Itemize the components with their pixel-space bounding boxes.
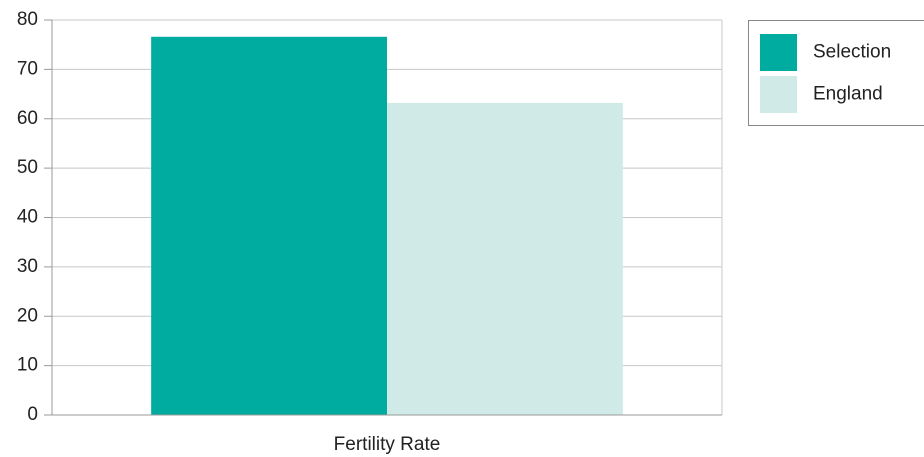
y-tick-label: 70 xyxy=(17,58,38,79)
legend-label: Selection xyxy=(813,42,891,63)
legend-swatch xyxy=(760,76,797,113)
y-tick-label: 10 xyxy=(17,355,38,376)
legend-swatch xyxy=(760,34,797,71)
bar xyxy=(387,102,623,415)
legend-label: England xyxy=(813,84,883,105)
y-tick-label: 80 xyxy=(17,9,38,30)
bar xyxy=(151,36,387,415)
y-tick-label: 0 xyxy=(27,404,38,425)
y-tick-label: 20 xyxy=(17,305,38,326)
y-tick-label: 40 xyxy=(17,207,38,228)
x-tick-label: Fertility Rate xyxy=(334,434,441,455)
y-tick-label: 30 xyxy=(17,256,38,277)
y-tick-label: 60 xyxy=(17,108,38,129)
y-tick-label: 50 xyxy=(17,157,38,178)
